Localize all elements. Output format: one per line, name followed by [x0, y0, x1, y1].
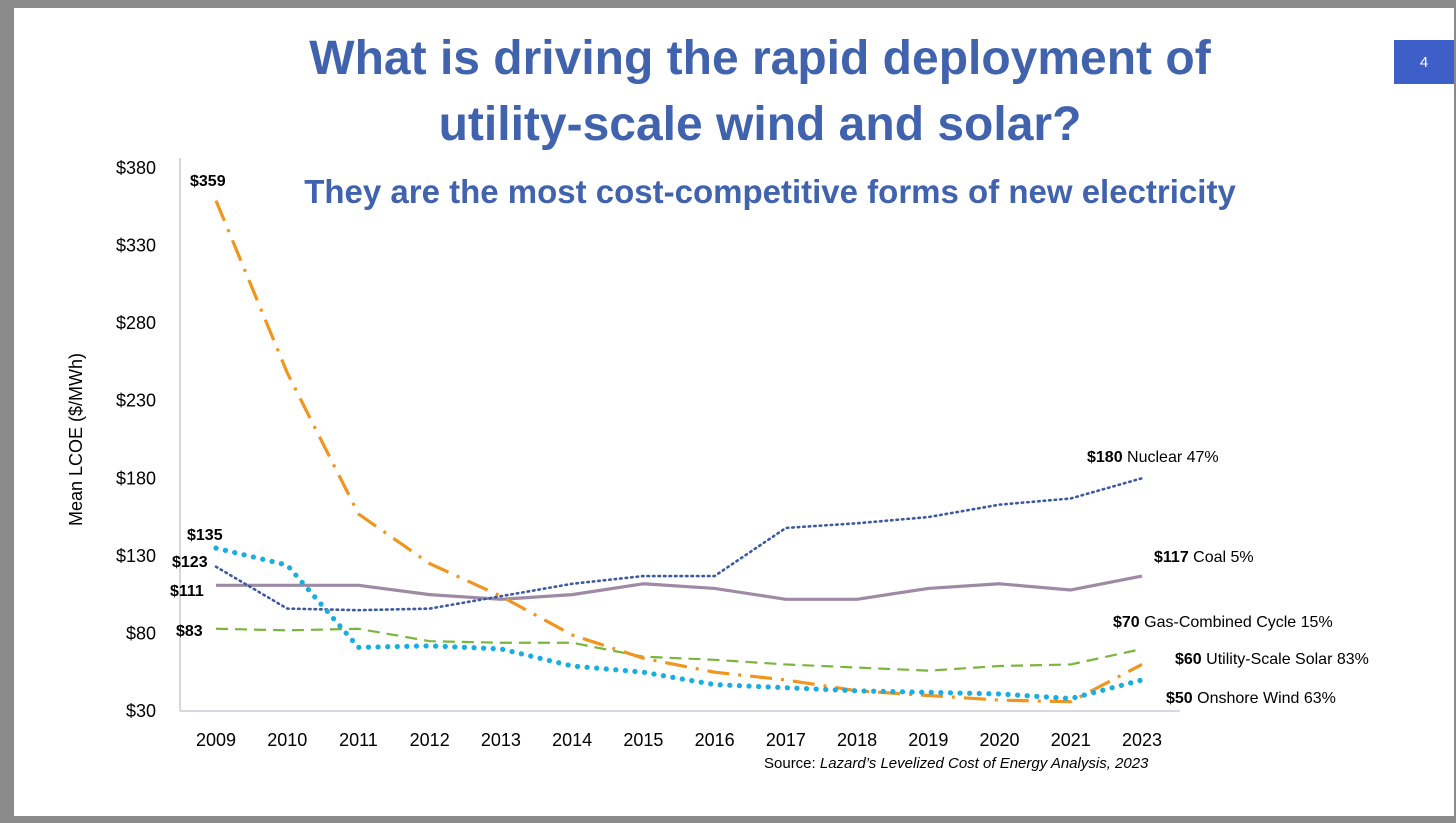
y-tick-label: $280: [116, 313, 156, 333]
chart-series: [213, 199, 1145, 704]
x-tick-label: 2017: [766, 730, 806, 750]
y-axis-label: Mean LCOE ($/MWh): [66, 353, 86, 526]
x-tick-label: 2020: [980, 730, 1020, 750]
end-label-coal: $117 Coal 5%: [1154, 549, 1254, 566]
end-label-gas: $70 Gas-Combined Cycle 15%: [1113, 614, 1333, 631]
end-value-solar: $60: [1175, 651, 1202, 668]
chart-data-labels: $359 $135 $123 $111 $83 $180 Nuclear 47% $117 …: [170, 173, 1369, 707]
y-tick-label: $30: [126, 701, 156, 721]
end-value-nuclear: $180: [1087, 449, 1123, 466]
x-tick-label: 2012: [410, 730, 450, 750]
start-value-label-coal: $111: [170, 583, 204, 600]
y-tick-label: $130: [116, 546, 156, 566]
end-series-name-gas: Gas-Combined Cycle 15%: [1140, 614, 1333, 631]
x-tick-label: 2011: [339, 730, 378, 750]
end-series-name-coal: Coal 5%: [1189, 549, 1254, 566]
x-tick-label: 2019: [908, 730, 948, 750]
y-tick-label: $180: [116, 468, 156, 488]
y-tick-label: $380: [116, 158, 156, 178]
end-label-solar: $60 Utility-Scale Solar 83%: [1175, 651, 1369, 668]
start-value-label-gas: $83: [176, 623, 203, 640]
x-tick-label: 2009: [196, 730, 236, 750]
x-tick-label: 2013: [481, 730, 521, 750]
y-tick-label: $330: [116, 236, 156, 256]
series-line-coal: [216, 574, 1143, 601]
start-value-label-nuclear: $123: [172, 554, 208, 571]
y-tick-label: $80: [126, 623, 156, 643]
source-citation: Lazard’s Levelized Cost of Energy Analys…: [819, 755, 1149, 772]
end-label-wind: $50 Onshore Wind 63%: [1166, 690, 1336, 707]
x-tick-label: 2015: [623, 730, 663, 750]
end-series-name-wind: Onshore Wind 63%: [1193, 690, 1336, 707]
end-series-name-solar: Utility-Scale Solar 83%: [1202, 651, 1369, 668]
end-value-coal: $117: [1154, 549, 1189, 566]
series-line-solar: [214, 199, 1143, 704]
start-value-label-wind: $135: [187, 527, 223, 544]
source-prefix: Source:: [764, 755, 816, 772]
x-tick-label: 2018: [837, 730, 877, 750]
end-series-name-nuclear: Nuclear 47%: [1123, 449, 1219, 466]
slide-title: What is driving the rapid deployment of …: [309, 32, 1211, 151]
x-tick-label: 2010: [267, 730, 307, 750]
source-note: Source: Lazard’s Levelized Cost of Energ…: [764, 755, 1148, 772]
y-tick-label: $230: [116, 391, 156, 411]
end-value-wind: $50: [1166, 690, 1193, 707]
series-line-gas: [215, 627, 1143, 672]
slide: [14, 8, 1454, 816]
end-value-gas: $70: [1113, 614, 1140, 631]
x-tick-label: 2023: [1122, 730, 1162, 750]
series-line-nuclear: [214, 476, 1144, 612]
chart-axes: $30 $80 $130 $180 $230 $280 $330 $380 2009 2010 20…: [66, 158, 1180, 750]
x-tick-label: 2014: [552, 730, 592, 750]
end-label-nuclear: $180 Nuclear 47%: [1087, 449, 1219, 466]
x-tick-label: 2016: [695, 730, 735, 750]
slide-subtitle: They are the most cost-competitive forms…: [304, 173, 1236, 210]
start-value-label-solar: $359: [190, 173, 226, 190]
x-tick-label: 2021: [1051, 730, 1091, 750]
series-line-wind: [213, 545, 1145, 702]
slide-number-badge: 4: [1394, 40, 1454, 84]
